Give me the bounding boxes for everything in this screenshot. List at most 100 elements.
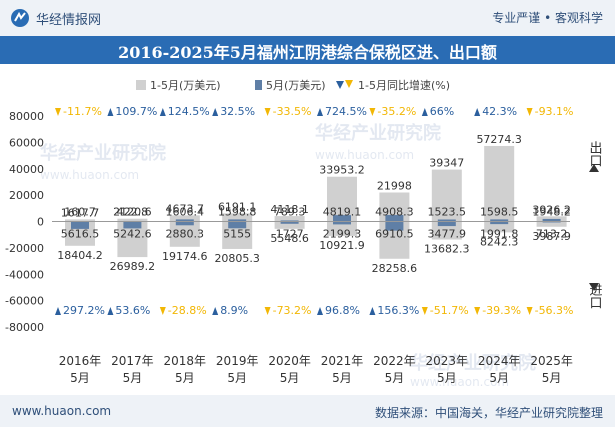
label-import-month: 1727 (276, 228, 304, 241)
label-import-ytd: 5548.6 (270, 232, 309, 245)
y-tick-label: 20000 (9, 189, 44, 202)
label-import-month: 713.2 (536, 228, 568, 241)
x-tick-month: 5月 (489, 371, 509, 385)
label-export-ytd: 57274.3 (476, 133, 522, 146)
yoy-export-label: -11.7% (63, 105, 102, 118)
legend-ytd-label: 1-5月(万美元) (150, 79, 221, 92)
x-tick-year: 2021年 (321, 354, 364, 368)
yoy-down-icon (369, 108, 376, 116)
label-import-ytd: 19174.6 (162, 250, 208, 263)
label-import-ytd: 10921.9 (319, 239, 365, 252)
watermark-text-2: www.huaon.com (40, 168, 139, 182)
bar-import-month (228, 221, 247, 229)
label-export-ytd: 3926.2 (532, 203, 571, 216)
yoy-import-label: 156.3% (377, 304, 419, 317)
bar-export-ytd (431, 169, 462, 222)
watermark-text-4: www.huaon.com (315, 148, 414, 162)
x-tick-month: 5月 (437, 371, 457, 385)
bar-export-ytd (65, 219, 95, 222)
legend-ytd-swatch (136, 80, 146, 90)
yoy-import-label: -56.3% (535, 304, 574, 317)
yoy-import-label: 8.9% (220, 304, 248, 317)
logo-icon (11, 9, 29, 27)
x-tick-year: 2024年 (478, 354, 521, 368)
watermark-text-6: www.huaon.com (410, 375, 509, 389)
x-tick-month: 5月 (227, 371, 247, 385)
yoy-export-label: 724.5% (325, 105, 367, 118)
label-import-month: 6910.5 (375, 228, 414, 241)
label-import-month: 3477.9 (428, 228, 467, 241)
label-export-month: 422.8 (117, 206, 149, 219)
x-tick-year: 2016年 (59, 354, 102, 368)
footer-website: www.huaon.com (12, 404, 112, 418)
yoy-down-icon (264, 108, 271, 116)
yoy-up-icon (421, 108, 428, 116)
y-tick-label: -40000 (5, 268, 44, 281)
yoy-up-icon (474, 108, 481, 116)
yoy-export-label: 66% (430, 105, 454, 118)
yoy-down-icon (55, 108, 61, 116)
bar-import-month (333, 221, 351, 225)
x-tick-month: 5月 (123, 371, 143, 385)
yoy-export-label: 42.3% (482, 105, 517, 118)
bar-export-month (333, 215, 351, 222)
yoy-up-icon (369, 307, 376, 315)
bar-export-ytd (117, 218, 148, 222)
watermark-text-5: 华经产业研究院 (410, 352, 536, 374)
label-import-month: 5155 (223, 228, 251, 241)
yoy-import-label: -51.7% (430, 304, 469, 317)
label-import-ytd: 28258.6 (372, 262, 418, 275)
bar-import-ytd (169, 221, 200, 247)
label-export-month: 1606.4 (166, 206, 205, 219)
x-tick-month: 5月 (280, 371, 300, 385)
x-tick-year: 2018年 (164, 354, 207, 368)
y-axis: -80000 -60000 -40000 -20000 0 20000 40000 60000… (5, 110, 44, 334)
yoy-export-label: -93.1% (535, 105, 574, 118)
chart-area: 1-5月(万美元) 5月(万美元) 1-5月同比增速(%) 华经产业研究院 ww… (5, 78, 602, 389)
bar-export-ytd (536, 216, 567, 222)
label-export-ytd: 33953.2 (319, 164, 365, 177)
label-export-ytd: 4118.1 (270, 203, 309, 216)
y-tick-label: 40000 (9, 163, 44, 176)
yoy-up-icon (212, 307, 219, 315)
bar-import-month (71, 221, 89, 229)
x-tick-month: 5月 (332, 371, 352, 385)
yoy-down-icon (526, 108, 533, 116)
yoy-up-icon (107, 108, 114, 116)
yoy-export-label: -33.5% (273, 105, 312, 118)
label-export-month: 789.3 (274, 206, 306, 219)
x-tick-month: 5月 (385, 371, 405, 385)
legend-month-swatch (255, 80, 262, 90)
month-bars (71, 215, 561, 231)
label-export-ytd: 1617.7 (61, 206, 100, 219)
watermark-text-1: 华经产业研究院 (40, 142, 166, 164)
label-import-month: 5616.5 (61, 228, 100, 241)
y-tick-label: -80000 (5, 321, 44, 334)
bar-export-month (490, 219, 509, 222)
label-import-month: 2199.3 (323, 228, 362, 241)
yoy-up-icon (107, 307, 114, 315)
label-export-month: 1948.2 (532, 206, 571, 219)
label-export-ytd: 2120.6 (113, 206, 152, 219)
label-export-ytd: 6191.1 (218, 200, 257, 213)
bar-export-ytd (484, 145, 515, 222)
label-export-month: 1523.5 (428, 206, 467, 219)
label-import-month: 5242.6 (113, 228, 152, 241)
chart-title: 2016-2025年5月福州江阴港综合保税区进、出口额 (118, 43, 497, 62)
label-import-ytd: 18404.2 (57, 249, 103, 262)
watermark: 华经产业研究院 www.huaon.com 华经产业研究院 www.huaon.… (40, 122, 536, 389)
bar-export-month (437, 219, 456, 222)
y-tick-label: -60000 (5, 295, 44, 308)
x-tick-month: 5月 (70, 371, 90, 385)
top-bar: 华经情报网 专业严谨 • 客观科学 (0, 0, 615, 36)
bar-import-ytd (327, 221, 357, 236)
bar-import-month (385, 221, 404, 231)
watermark-text-3: 华经产业研究院 (315, 122, 441, 144)
bar-export-month (385, 215, 404, 222)
x-tick-year: 2019年 (216, 354, 259, 368)
yoy-import-label: 53.6% (115, 304, 150, 317)
label-export-month: 160.7 (64, 206, 96, 219)
yoy-down-icon (159, 307, 166, 315)
